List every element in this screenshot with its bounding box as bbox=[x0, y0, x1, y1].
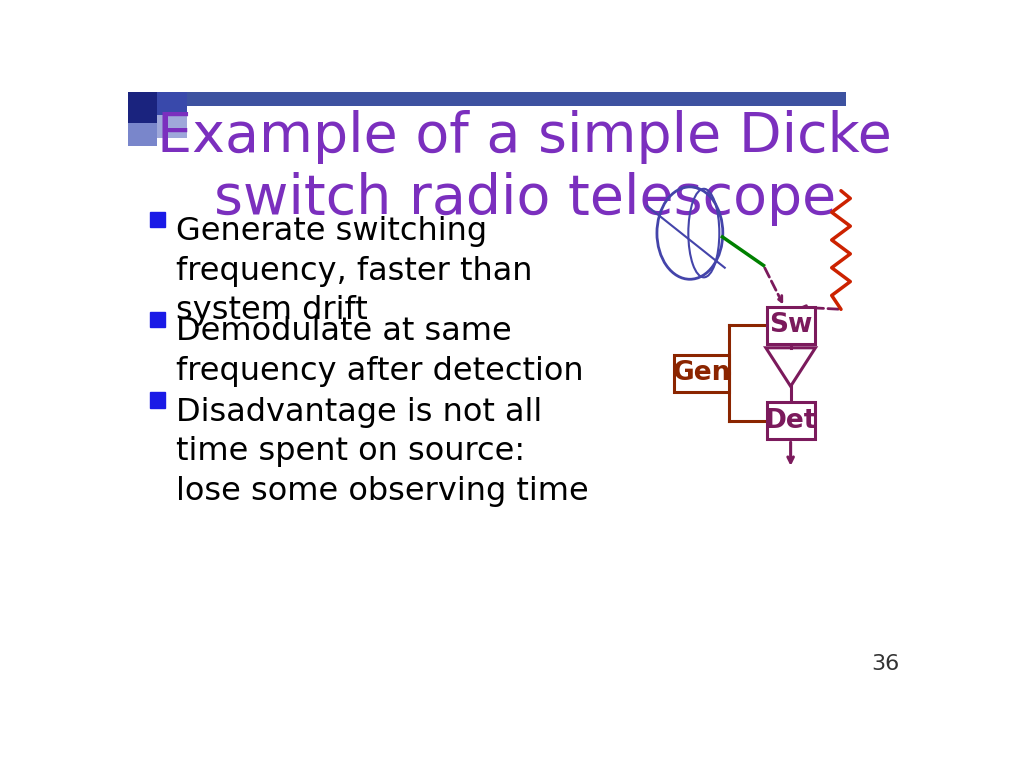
Text: Generate switching
frequency, faster than
system drift: Generate switching frequency, faster tha… bbox=[176, 216, 532, 326]
Text: 36: 36 bbox=[870, 654, 899, 674]
Bar bbox=[128, 123, 158, 146]
Bar bbox=[150, 211, 165, 227]
Text: Sw: Sw bbox=[769, 313, 812, 339]
Bar bbox=[128, 92, 158, 123]
Text: Gen: Gen bbox=[673, 360, 731, 386]
Bar bbox=[767, 307, 815, 344]
Bar bbox=[674, 355, 729, 392]
Bar bbox=[150, 392, 165, 408]
Bar bbox=[150, 312, 165, 327]
Bar bbox=[767, 402, 815, 439]
Text: Example of a simple Dicke
switch radio telescope: Example of a simple Dicke switch radio t… bbox=[158, 110, 892, 227]
Text: Demodulate at same
frequency after detection: Demodulate at same frequency after detec… bbox=[176, 316, 584, 386]
Text: Det: Det bbox=[765, 408, 817, 434]
Text: Disadvantage is not all
time spent on source:
lose some observing time: Disadvantage is not all time spent on so… bbox=[176, 397, 589, 507]
Bar bbox=[158, 115, 187, 138]
Bar bbox=[187, 92, 846, 106]
Bar bbox=[158, 92, 187, 115]
